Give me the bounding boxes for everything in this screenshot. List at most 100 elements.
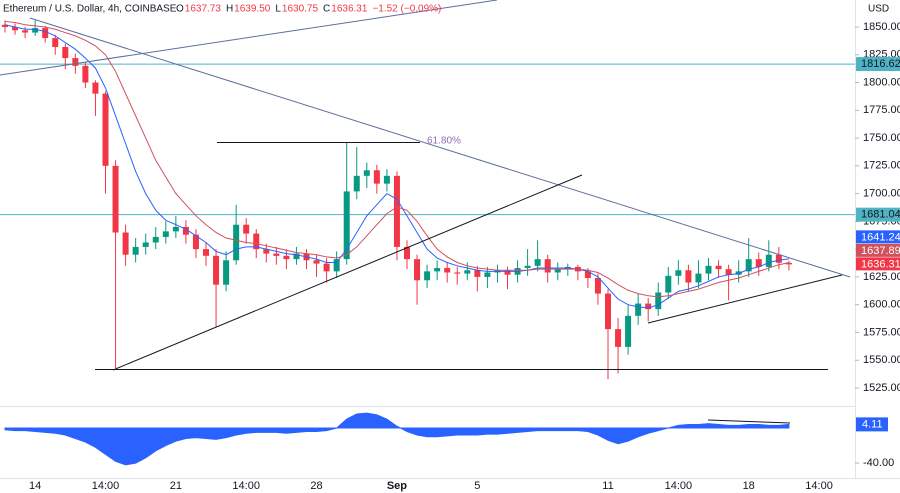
candle-body xyxy=(142,242,149,247)
candle-body xyxy=(253,233,260,250)
candle-body xyxy=(695,273,702,283)
x-tick-label: Sep xyxy=(387,480,407,492)
candle-body xyxy=(52,38,59,47)
candle-body xyxy=(584,271,591,279)
symbol: Ethereum / U.S. Dollar, 4h, COINBASE xyxy=(3,4,177,15)
candle-body xyxy=(414,259,421,281)
candle-body xyxy=(132,246,139,255)
y-tick-label: 1550.00 xyxy=(863,354,900,366)
candle-body xyxy=(464,270,471,274)
price-label-bg xyxy=(856,230,900,244)
candle-body xyxy=(102,93,109,166)
candle-body xyxy=(32,28,39,33)
candle-body xyxy=(122,232,129,255)
candle-body xyxy=(775,254,782,263)
x-tick-label: 21 xyxy=(170,480,182,492)
price-label-bg xyxy=(856,257,900,271)
candle-body xyxy=(82,65,89,83)
ohlc-letter: L xyxy=(275,4,281,15)
y-tick-label: 1750.00 xyxy=(863,132,900,144)
candle-body xyxy=(92,82,99,94)
candle-body xyxy=(454,272,461,274)
x-tick-label: 14:00 xyxy=(92,480,120,492)
candle-body xyxy=(554,269,561,273)
osc-label-bg xyxy=(856,417,888,432)
osc-value-label: 4.11 xyxy=(862,418,883,430)
trend-line xyxy=(112,174,583,371)
y-tick-label: 1800.00 xyxy=(863,76,900,88)
candle-body xyxy=(353,175,360,192)
osc-tick-label: -40.00 xyxy=(863,457,894,469)
price-label: 1636.31 xyxy=(861,258,900,270)
candle-body xyxy=(755,259,762,267)
trend-line xyxy=(29,17,851,278)
candle-body xyxy=(393,175,400,247)
candle-body xyxy=(524,265,531,269)
candle-body xyxy=(434,268,441,272)
price-label: 1641.24 xyxy=(861,231,900,243)
candle-body xyxy=(152,236,159,243)
y-tick-label: 1725.00 xyxy=(863,160,900,172)
y-tick-label: 1850.00 xyxy=(863,21,900,33)
candle-body xyxy=(223,260,230,285)
candle-body xyxy=(203,249,209,256)
y-tick-label: 1525.00 xyxy=(863,382,900,394)
candle-body xyxy=(172,226,179,232)
trend-line xyxy=(0,0,498,76)
candle-body xyxy=(313,260,320,264)
candle-body xyxy=(22,30,29,33)
candle-body xyxy=(615,329,622,347)
candle-body xyxy=(605,293,611,330)
ohlc-letter: C xyxy=(323,4,330,15)
price-label: 1637.89 xyxy=(861,245,900,257)
currency: USD xyxy=(868,4,889,15)
y-tick-label: 1775.00 xyxy=(863,104,900,116)
candle-body xyxy=(504,270,511,275)
candle-body xyxy=(162,231,169,237)
ohlc-value: 1639.50 xyxy=(234,4,271,15)
x-tick-label: 14:00 xyxy=(232,480,260,492)
candle-body xyxy=(42,28,49,39)
candle-body xyxy=(192,234,199,250)
price-label-bg xyxy=(856,207,900,222)
candle-body xyxy=(263,249,270,254)
trend-line xyxy=(647,274,843,324)
fib-label: 61.80% xyxy=(427,136,461,147)
price-label: 1816.62 xyxy=(861,58,900,70)
candle-body xyxy=(645,303,652,310)
change: −1.52 (−0.09%) xyxy=(372,4,441,15)
candle-body xyxy=(233,224,240,261)
price-label-bg xyxy=(856,243,900,257)
x-tick-label: 14 xyxy=(29,480,41,492)
x-tick-label: 14:00 xyxy=(665,480,693,492)
ohlc-value: 1630.75 xyxy=(282,4,319,15)
candle-body xyxy=(444,268,451,273)
candle-body xyxy=(765,254,772,267)
candle-body xyxy=(544,259,551,273)
candle-body xyxy=(323,263,330,272)
candle-body xyxy=(72,58,79,66)
candle-body xyxy=(343,191,350,260)
x-tick-label: 11 xyxy=(602,480,613,492)
ohlc-letter: H xyxy=(226,4,233,15)
ohlc-value: 1636.31 xyxy=(331,4,368,15)
candle-body xyxy=(655,292,662,310)
divergence-line xyxy=(707,419,791,424)
oscillator-area xyxy=(4,412,790,466)
candle-body xyxy=(625,315,632,347)
candle-body xyxy=(12,26,19,31)
candle-body xyxy=(474,270,481,277)
candle-body xyxy=(715,265,722,270)
candle-body xyxy=(213,255,220,285)
y-tick-label: 1600.00 xyxy=(863,299,900,311)
ohlc-value: 1637.73 xyxy=(185,4,222,15)
y-tick-label: 1625.00 xyxy=(863,271,900,283)
candle-body xyxy=(404,246,410,260)
candle-body xyxy=(424,271,431,281)
marks: 1525.001550.001575.001600.001625.001650.… xyxy=(0,20,900,492)
candle-body xyxy=(62,46,69,59)
x-tick-label: 5 xyxy=(474,480,480,492)
